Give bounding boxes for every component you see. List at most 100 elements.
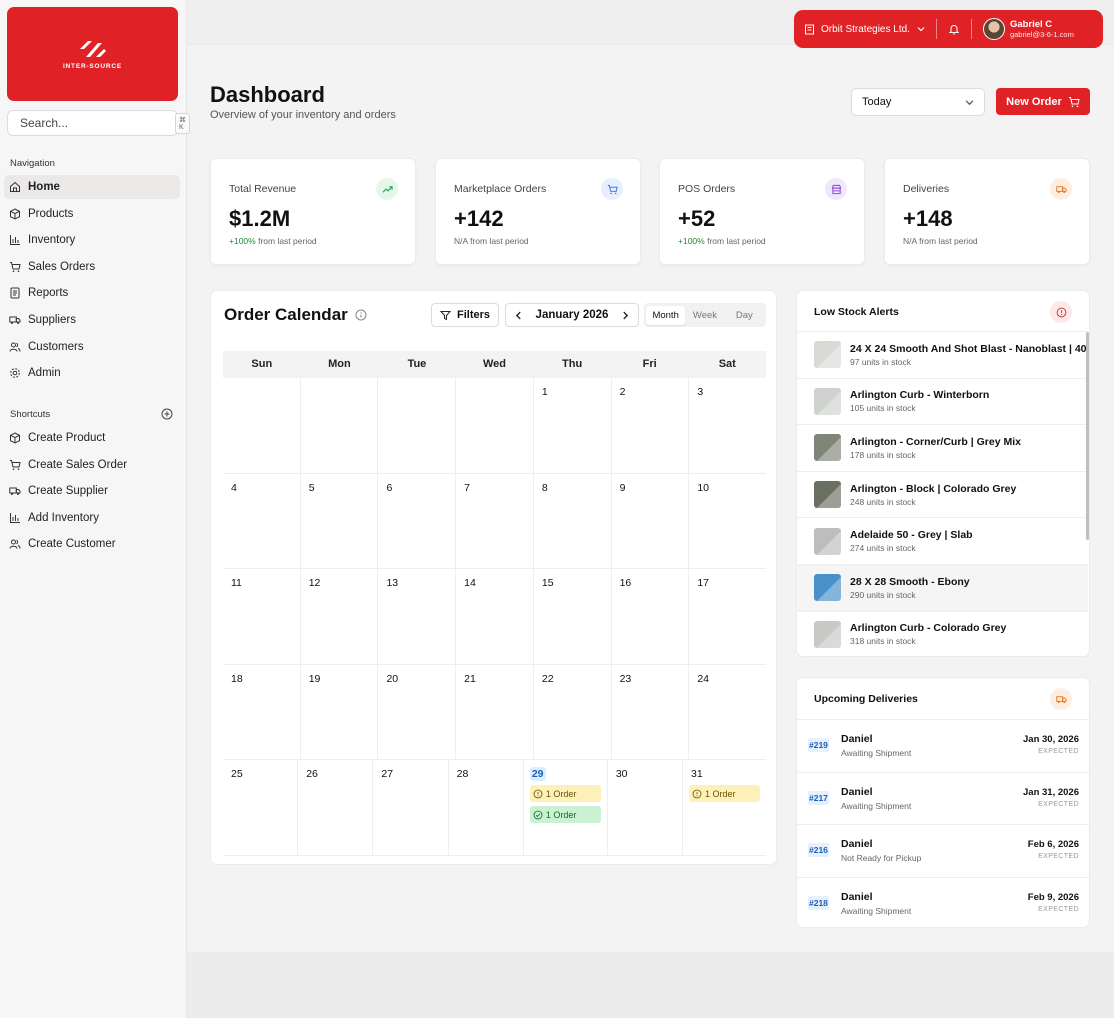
day-number: 13 — [386, 577, 399, 589]
chevron-left-icon[interactable] — [514, 311, 523, 320]
delivery-tag: EXPECTED — [1038, 853, 1079, 860]
list-item[interactable]: Arlington Curb - Colorado Grey 318 units… — [797, 610, 1088, 656]
filters-button[interactable]: Filters — [431, 303, 499, 327]
calendar-day[interactable] — [301, 378, 379, 473]
calendar-day[interactable]: 20 — [378, 664, 457, 759]
product-thumbnail — [814, 481, 841, 509]
sidebar-item-sales-orders[interactable]: Sales Orders — [4, 255, 180, 279]
sidebar-item-label: Create Supplier — [28, 485, 108, 498]
stat-change-value: N/A — [903, 236, 917, 246]
sidebar-item-home[interactable]: Home — [4, 175, 180, 199]
stat-card-total-revenue: Total Revenue $1.2M +100% from last peri… — [210, 158, 416, 265]
order-id[interactable]: #219 — [808, 738, 829, 752]
bell-icon[interactable] — [948, 23, 960, 35]
delivery-row[interactable]: #219 Daniel Awaiting Shipment Jan 30, 20… — [797, 719, 1089, 772]
info-icon[interactable] — [355, 309, 367, 321]
stat-change-value: N/A — [454, 236, 468, 246]
organization-switcher[interactable]: Orbit Strategies Ltd. — [804, 24, 925, 35]
list-item[interactable]: Adelaide 50 - Grey | Slab 274 units in s… — [797, 517, 1088, 564]
delivery-row[interactable]: #217 Daniel Awaiting Shipment Jan 31, 20… — [797, 771, 1089, 825]
sidebar-item-create-customer[interactable]: Create Customer — [4, 532, 180, 556]
calendar-day[interactable]: 2 — [612, 378, 690, 473]
stat-value: +142 — [454, 206, 504, 231]
calendar-day[interactable]: 6 — [378, 473, 457, 568]
sidebar-item-admin[interactable]: Admin — [4, 361, 180, 385]
day-number: 14 — [464, 577, 476, 589]
view-month-button[interactable]: Month — [646, 305, 686, 325]
sidebar-item-add-inventory[interactable]: Add Inventory — [4, 506, 180, 530]
calendar-day[interactable]: 3 — [689, 378, 766, 473]
building-icon — [805, 24, 814, 34]
low-stock-scrollbar[interactable] — [1086, 332, 1089, 540]
list-item[interactable]: 28 X 28 Smooth - Ebony 290 units in stoc… — [797, 563, 1088, 611]
sidebar-item-reports[interactable]: Reports — [4, 281, 180, 305]
period-value: Today — [862, 96, 892, 108]
calendar-day[interactable]: 31 1 Order — [683, 760, 766, 855]
calendar-day[interactable]: 21 — [456, 664, 534, 759]
calendar-day[interactable]: 28 — [449, 760, 524, 855]
delivery-row[interactable]: #218 Daniel Awaiting Shipment Feb 9, 202… — [797, 876, 1089, 928]
calendar-day[interactable]: 24 — [689, 665, 766, 760]
order-id[interactable]: #218 — [808, 895, 829, 910]
calendar-day[interactable]: 22 — [534, 664, 612, 759]
calendar-day[interactable]: 11 — [223, 569, 301, 664]
day-number: 17 — [697, 577, 709, 589]
calendar-day[interactable]: 26 — [298, 760, 374, 855]
list-item[interactable]: 24 X 24 Smooth And Shot Blast - Nanoblas… — [797, 331, 1088, 378]
calendar-day[interactable]: 7 — [456, 473, 534, 568]
user-menu[interactable]: Gabriel C gabriel@3-6-1.com — [982, 18, 1074, 40]
stat-change: +100% from last period — [678, 236, 766, 246]
sidebar-item-create-product[interactable]: Create Product — [4, 426, 180, 450]
calendar-event[interactable]: 1 Order — [689, 785, 761, 802]
period-select[interactable]: Today — [851, 88, 985, 116]
sidebar-item-inventory[interactable]: Inventory — [4, 228, 180, 252]
calendar-day[interactable]: 9 — [612, 473, 690, 568]
calendar-day[interactable]: 18 — [223, 664, 301, 759]
new-order-button[interactable]: New Order — [996, 88, 1090, 115]
calendar-day[interactable]: 15 — [534, 569, 612, 664]
calendar-day[interactable] — [223, 378, 301, 473]
calendar-day[interactable]: 10 — [689, 474, 766, 569]
users-icon — [9, 342, 21, 352]
list-item[interactable]: Arlington Curb - Winterborn 105 units in… — [797, 377, 1088, 425]
order-id[interactable]: #216 — [808, 843, 829, 857]
company-logo[interactable]: INTER-SOURCE — [7, 7, 178, 101]
stock-quantity: 290 units in stock — [850, 589, 916, 600]
view-day-button[interactable]: Day — [735, 309, 753, 321]
calendar-day[interactable]: 1 — [534, 378, 612, 473]
calendar-day[interactable]: 13 — [378, 569, 457, 664]
search-box[interactable]: ⌘ K — [7, 110, 190, 136]
view-week-button[interactable]: Week — [692, 309, 718, 321]
list-item[interactable]: Arlington - Block | Colorado Grey 248 un… — [797, 470, 1088, 518]
sidebar-item-create-supplier[interactable]: Create Supplier — [4, 479, 180, 503]
calendar-day[interactable]: 25 — [223, 760, 299, 855]
calendar-day[interactable]: 4 — [223, 473, 301, 568]
sidebar-item-suppliers[interactable]: Suppliers — [4, 308, 180, 332]
calendar-day[interactable]: 14 — [456, 569, 534, 664]
day-number: 10 — [697, 481, 709, 494]
order-calendar: Order Calendar Filters January 2026 Mont… — [210, 290, 777, 865]
calendar-day[interactable]: 17 — [689, 569, 766, 664]
calendar-day[interactable]: 19 — [301, 664, 379, 759]
sidebar-item-customers[interactable]: Customers — [4, 335, 180, 359]
calendar-day[interactable]: 5 — [301, 473, 379, 568]
calendar-day[interactable]: 30 — [608, 760, 684, 855]
add-shortcut-icon[interactable] — [161, 408, 173, 420]
calendar-day[interactable]: 16 — [612, 569, 690, 664]
calendar-day[interactable] — [456, 378, 534, 473]
order-id[interactable]: #217 — [808, 790, 829, 805]
calendar-day[interactable]: 29 1 Order 1 Order — [524, 760, 608, 855]
calendar-event[interactable]: 1 Order — [529, 785, 601, 802]
calendar-day[interactable]: 23 — [612, 664, 690, 759]
calendar-day[interactable]: 12 — [301, 569, 379, 664]
calendar-event[interactable]: 1 Order — [529, 806, 601, 823]
list-item[interactable]: Arlington - Corner/Curb | Grey Mix 178 u… — [797, 424, 1088, 471]
calendar-day[interactable]: 8 — [534, 473, 612, 568]
sidebar-item-create-sales-order[interactable]: Create Sales Order — [4, 453, 180, 477]
calendar-day[interactable]: 27 — [373, 760, 449, 855]
chevron-right-icon[interactable] — [621, 311, 630, 320]
calendar-day[interactable] — [378, 378, 457, 473]
delivery-row[interactable]: #216 Daniel Not Ready for Pickup Feb 6, … — [797, 824, 1089, 877]
sidebar-item-products[interactable]: Products — [4, 202, 180, 226]
search-input[interactable] — [20, 116, 175, 130]
